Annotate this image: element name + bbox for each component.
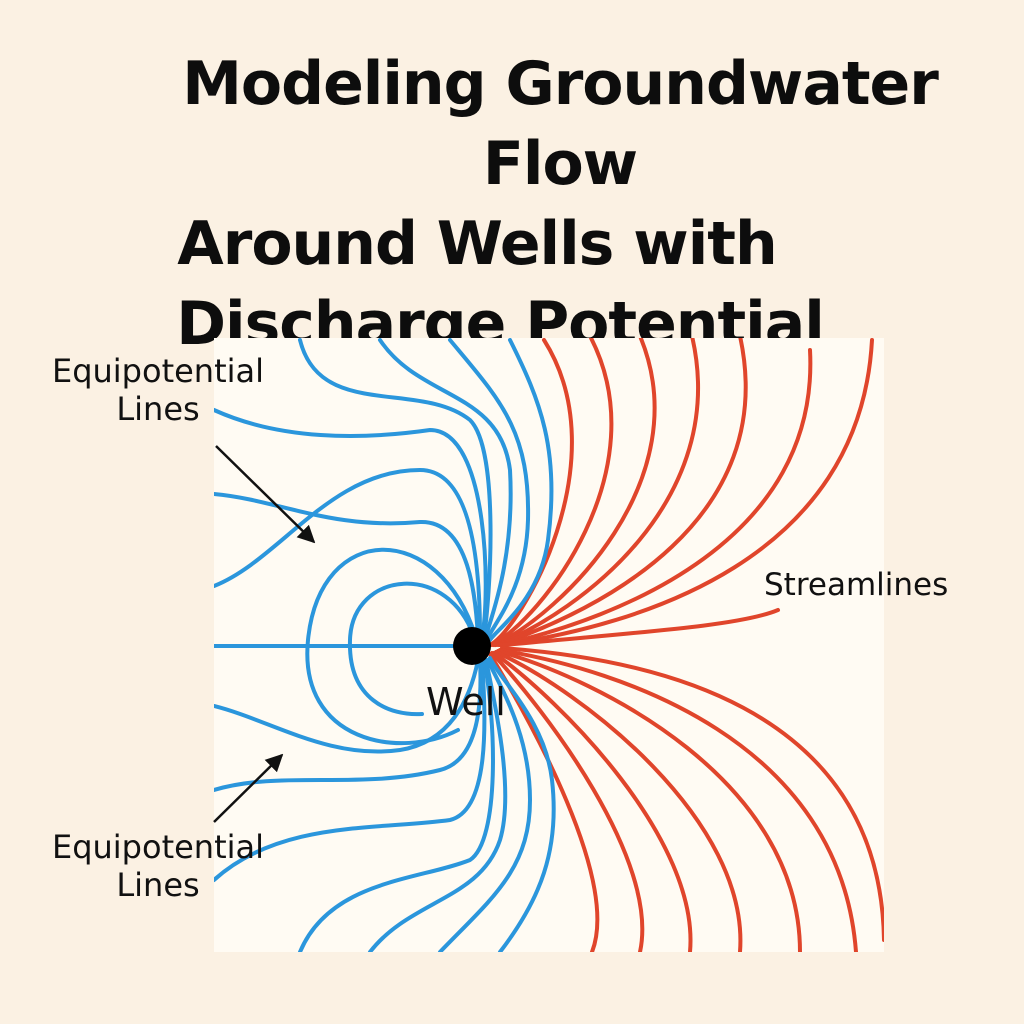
streamline xyxy=(498,348,813,647)
equipotential-line xyxy=(488,656,556,952)
streamline xyxy=(494,650,743,952)
equipotential-line xyxy=(488,338,554,642)
streamline xyxy=(490,651,645,952)
equipotential-bottom-arrow xyxy=(213,753,284,823)
equipotential-line xyxy=(305,547,478,746)
equipotential-line xyxy=(214,408,488,638)
equipotential-line xyxy=(448,338,531,640)
streamline xyxy=(492,338,657,647)
streamline xyxy=(496,649,802,952)
streamline xyxy=(490,338,614,647)
equipotential-line xyxy=(298,658,495,952)
equipotential-line xyxy=(347,581,477,717)
equipotential-line xyxy=(214,658,480,754)
streamline xyxy=(488,338,574,647)
well-marker xyxy=(453,627,491,665)
equipotential-lines-label-bottom: Equipotential Lines xyxy=(30,828,286,904)
equipotential-lines-group xyxy=(214,338,556,952)
equipotential-line xyxy=(368,658,508,952)
streamlines-group xyxy=(488,338,884,952)
streamline xyxy=(502,608,780,647)
equipotential-line xyxy=(214,492,480,640)
streamline xyxy=(500,338,874,647)
streamline xyxy=(492,651,693,952)
well-label: Well xyxy=(426,680,506,724)
equipotential-bottom-line: Equipotential Lines xyxy=(51,828,265,904)
equipotential-line xyxy=(214,467,482,638)
streamline xyxy=(498,648,858,952)
streamline xyxy=(496,338,748,647)
equipotential-top-arrow xyxy=(215,445,316,544)
streamline xyxy=(500,646,884,942)
equipotential-line xyxy=(438,658,533,952)
equipotential-top-line: Equipotential Lines xyxy=(51,352,265,428)
equipotential-line xyxy=(214,658,483,792)
streamlines-label: Streamlines xyxy=(764,567,949,603)
title-line-1: Modeling Groundwater Flow xyxy=(182,49,939,199)
equipotential-lines-label-top: Equipotential Lines xyxy=(30,352,286,428)
equipotential-line xyxy=(378,338,513,638)
equipotential-line xyxy=(214,658,487,882)
equipotential-line xyxy=(298,338,493,638)
streamline xyxy=(494,338,700,647)
title-line-2: Around Wells with xyxy=(177,209,777,279)
